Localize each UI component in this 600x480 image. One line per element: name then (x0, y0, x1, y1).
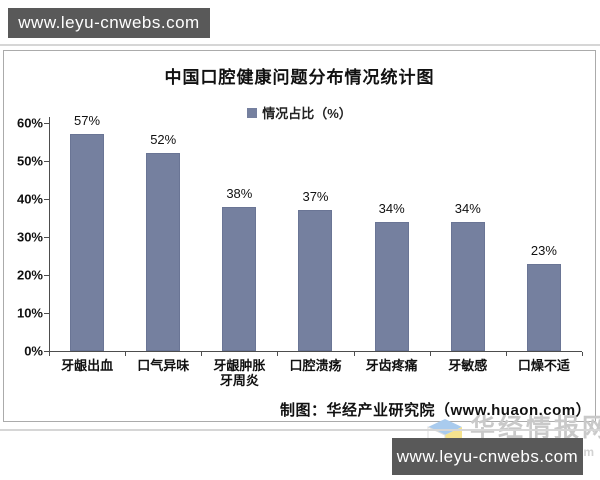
x-axis-tick (505, 352, 507, 356)
chart-legend: 情况占比（%） (4, 103, 595, 122)
x-axis-category-label: 牙龈出血 (61, 358, 114, 373)
x-axis-category-label: 牙龈肿胀 牙周炎 (213, 358, 266, 388)
bar-value-label: 38% (226, 185, 253, 201)
bar-plot-area: 0% 10% 20% 30% 40% 50% 60% 牙龈出血 57% 口气异味 52% 牙龈肿胀 牙… (4, 51, 595, 421)
y-axis-tick (44, 237, 49, 238)
attribution-text: 制图：华经产业研究院（www.huaon.com） (280, 402, 592, 419)
bar-口腔溃疡 (298, 210, 333, 351)
x-axis-category-label: 口气异味 (137, 358, 190, 373)
x-axis-category-label: 牙敏感 (448, 358, 488, 373)
bar-口燥不适 (526, 263, 561, 351)
y-axis-tick (44, 275, 49, 276)
bar-slot: 52% (125, 117, 201, 351)
bar-slot: 34% (430, 117, 506, 351)
top-banner-url: www.leyu-cnwebs.com (18, 13, 200, 32)
x-axis-tick (353, 352, 355, 356)
bar-value-label: 57% (74, 113, 101, 129)
x-axis-category-label: 牙齿疼痛 (365, 358, 418, 373)
bar-slot: 34% (354, 117, 430, 351)
bar-slot: 23% (506, 117, 582, 351)
y-axis-tick (44, 199, 49, 200)
bar-value-label: 52% (150, 132, 177, 148)
bar-value-label: 34% (454, 200, 481, 216)
chart-title: 中国口腔健康问题分布情况统计图 (164, 68, 435, 87)
x-axis-tick (201, 352, 203, 356)
x-axis-tick (429, 352, 431, 356)
y-axis-label: 10% (16, 305, 43, 321)
y-axis-tick (44, 351, 49, 352)
y-axis-tick (44, 161, 49, 162)
x-axis-category-label: 口燥不适 (517, 358, 570, 373)
bar-slot: 37% (277, 117, 353, 351)
x-axis-line (49, 351, 582, 352)
y-axis-label: 30% (16, 229, 43, 245)
y-axis-label: 40% (16, 191, 43, 207)
x-axis-category-label: 口腔溃疡 (289, 358, 342, 373)
x-axis-tick (582, 352, 583, 356)
chart-panel: 华经情报网 huaon.com 中国口腔健康问题分布情况统计图 情况占比（%） … (3, 50, 600, 459)
y-axis-label: 20% (16, 267, 43, 283)
bar-牙齿疼痛 (374, 221, 409, 351)
bar-牙龈肿胀牙周炎 (222, 206, 257, 351)
bar-口气异味 (146, 153, 181, 351)
bar-slot: 57% (49, 113, 125, 351)
bottom-banner-url: www.leyu-cnwebs.com (396, 446, 579, 466)
y-axis-tick (44, 123, 49, 124)
watermark-brand: 华经情报网 (470, 414, 600, 442)
bar-牙龈出血 (70, 134, 105, 351)
x-axis-tick (277, 352, 279, 356)
bar-牙敏感 (450, 221, 485, 351)
y-axis-label: 60% (16, 115, 43, 131)
bar-value-label: 37% (302, 189, 329, 205)
bar-slot: 38% (201, 117, 277, 351)
legend-label: 情况占比（%） (262, 106, 352, 121)
top-divider (0, 44, 600, 46)
bar-value-label: 34% (378, 200, 405, 216)
top-watermark-banner: www.leyu-cnwebs.com (8, 8, 210, 38)
x-axis-tick (125, 352, 127, 356)
y-axis-line (49, 117, 50, 352)
bar-value-label: 23% (530, 242, 557, 258)
legend-swatch-icon (247, 107, 258, 118)
bottom-watermark-banner: www.leyu-cnwebs.com (392, 438, 583, 475)
x-axis-tick (49, 352, 50, 356)
y-axis-tick (44, 313, 49, 314)
y-axis-label: 50% (16, 153, 43, 169)
y-axis-label: 0% (24, 343, 43, 359)
bottom-divider (0, 429, 600, 431)
